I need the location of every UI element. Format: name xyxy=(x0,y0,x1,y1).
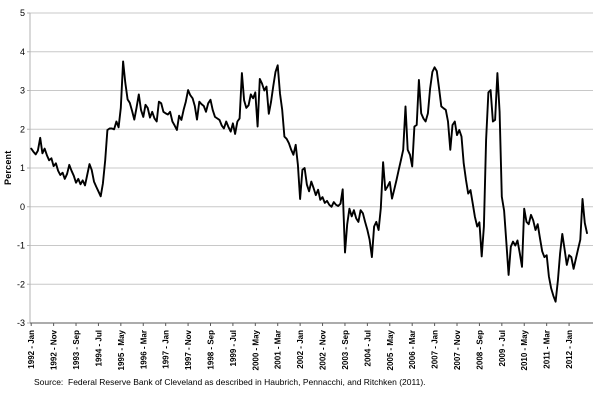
x-tick-label: 2000 - May xyxy=(251,329,260,370)
gridlines-group xyxy=(30,12,593,285)
x-tick-label: 1994 - Jul xyxy=(94,330,103,366)
y-tick-label: -2 xyxy=(17,279,25,289)
x-tick-label: 2005 - May xyxy=(386,329,395,370)
x-tick-label: 2009 - Jul xyxy=(498,330,507,366)
x-tick-label: 1996 - Mar xyxy=(139,330,148,369)
x-tick-label: 2004 - Jul xyxy=(363,330,372,366)
y-tick-label: 4 xyxy=(20,47,25,57)
x-tick-label: 2007 - Nov xyxy=(453,329,462,370)
y-tick-label: 1 xyxy=(20,163,25,173)
x-tick-label: 2007 - Jan xyxy=(431,330,440,369)
y-tick-label: 0 xyxy=(20,202,25,212)
y-axis-title: Percent xyxy=(3,150,13,186)
expected-inflation-series-line xyxy=(30,60,588,303)
x-tick-label: 2012 - Jan xyxy=(565,330,574,369)
x-tick-label: 1993 - Sep xyxy=(72,330,81,370)
x-tick-label: 2002 - Jan xyxy=(296,330,305,369)
x-tick-label: 2003 - Sep xyxy=(341,330,350,370)
x-tick-label: 2011 - Mar xyxy=(543,330,552,369)
x-tick-label: 1992 - Jan xyxy=(27,330,36,369)
data-series-group xyxy=(30,60,588,303)
x-tick-label: 2010 - May xyxy=(520,329,529,370)
axes-group xyxy=(27,12,593,326)
x-tick-label: 2002 - Nov xyxy=(319,329,328,370)
y-tick-label: 5 xyxy=(20,8,25,18)
y-axis-tick-labels: 5 4 3 2 1 0 -1 -2 -3 xyxy=(17,8,25,328)
x-tick-label: 1995 - May xyxy=(117,329,126,370)
y-tick-label: -3 xyxy=(17,318,25,328)
x-tick-label: 2008 - Sep xyxy=(475,330,484,370)
source-note: Source: Federal Reserve Bank of Clevelan… xyxy=(34,377,426,387)
y-tick-label: -1 xyxy=(17,241,25,251)
x-tick-label: 1998 - Sep xyxy=(206,330,215,370)
y-tick-label: 2 xyxy=(20,124,25,134)
y-tick-label: 3 xyxy=(20,86,25,96)
x-tick-label: 1997 - Nov xyxy=(184,329,193,370)
x-tick-label: 1992 - Nov xyxy=(50,329,59,370)
x-tick-label: 1999 - Jul xyxy=(229,330,238,366)
x-tick-label: 2001 - Mar xyxy=(274,330,283,369)
x-tick-label: 2006 - Mar xyxy=(408,330,417,369)
x-tick-label: 1997 - Jan xyxy=(162,330,171,369)
x-axis-tick-labels: 1992 - Jan 1992 - Nov 1993 - Sep 1994 - Jul… xyxy=(27,329,574,370)
